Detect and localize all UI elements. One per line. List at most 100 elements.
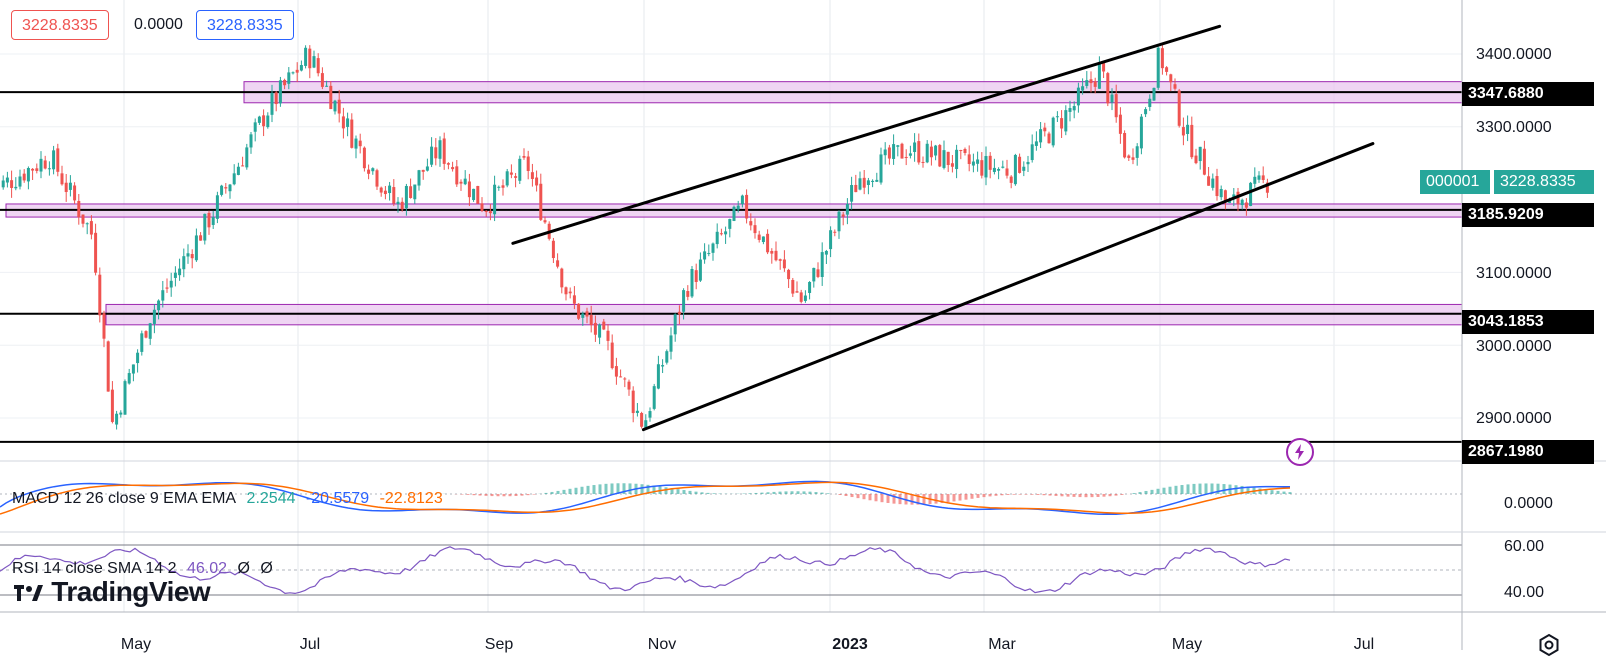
macd-histogram-bar <box>916 494 920 505</box>
candle-body <box>484 211 488 213</box>
macd-histogram-bar <box>868 494 872 501</box>
candle-body <box>1043 127 1047 132</box>
macd-histogram-bar <box>946 494 950 503</box>
macd-histogram-bar <box>958 494 962 501</box>
candle-body <box>631 390 635 414</box>
macd-histogram-bar <box>688 490 692 494</box>
time-label: May <box>1171 636 1203 653</box>
symbol-tag: 000001 <box>1420 170 1490 194</box>
macd-histogram-bar <box>1264 489 1268 494</box>
candle-body <box>295 69 299 73</box>
candle-body <box>1005 168 1009 176</box>
candle-body <box>992 167 996 172</box>
candle-body <box>778 259 782 261</box>
candle-body <box>892 144 896 159</box>
macd-signal-line <box>0 481 1291 515</box>
macd-histogram-bar <box>1282 491 1286 494</box>
macd-histogram-bar <box>514 494 518 496</box>
candle-body <box>115 413 119 425</box>
lightning-icon[interactable] <box>1286 438 1314 466</box>
candle-body <box>417 170 421 186</box>
candle-body <box>287 72 291 84</box>
candle-body <box>1060 118 1064 129</box>
candle-body <box>362 147 366 169</box>
candle-body <box>320 73 324 87</box>
macd-histogram-bar <box>1078 494 1082 498</box>
candle-body <box>808 281 812 293</box>
macd-line <box>0 480 1291 516</box>
candle-body <box>514 176 518 178</box>
rsi-line <box>0 546 1291 595</box>
candle-body <box>463 178 467 185</box>
macd-histogram-bar <box>1144 490 1148 494</box>
macd-histogram-bar <box>940 494 944 503</box>
candle-body <box>934 145 938 156</box>
price-tick: 3400.0000 <box>1476 46 1552 63</box>
macd-value-histogram: 2.2544 <box>246 490 296 507</box>
candle-body <box>761 236 765 243</box>
candle-body <box>85 223 89 225</box>
macd-histogram-bar <box>1168 486 1172 494</box>
candle-body <box>820 252 824 277</box>
candle-body <box>127 373 131 384</box>
candle-body <box>119 412 123 415</box>
candle-body <box>753 225 757 234</box>
candle-body <box>921 161 925 163</box>
macd-histogram-bar <box>1024 494 1028 495</box>
macd-histogram-bar <box>652 485 656 494</box>
candle-body <box>1148 98 1152 107</box>
gear-icon[interactable] <box>1536 632 1562 658</box>
candle-body <box>841 214 845 217</box>
candle-body <box>698 259 702 281</box>
candle-body <box>220 185 224 195</box>
macd-histogram-bar <box>466 494 470 495</box>
candle-body <box>585 311 589 317</box>
macd-histogram-bar <box>550 491 554 494</box>
macd-histogram-bar <box>574 487 578 494</box>
macd-histogram-bar <box>508 494 512 497</box>
macd-histogram-bar <box>1042 494 1046 496</box>
candle-body <box>211 216 215 225</box>
candle-body <box>341 116 345 129</box>
rsi-legend: RSI 14 close SMA 14 2 46.02 Ø Ø <box>12 560 279 578</box>
candle-body <box>488 211 492 214</box>
rsi-value-sma: Ø <box>237 560 250 577</box>
macd-histogram-bar <box>1006 494 1010 495</box>
candle-body <box>1127 155 1131 158</box>
macd-histogram-bar <box>1102 494 1106 497</box>
candle-body <box>1051 117 1055 146</box>
rsi-axis-tick: 60.00 <box>1504 538 1545 555</box>
macd-histogram-bar <box>562 489 566 494</box>
candle-body <box>845 203 849 215</box>
candle-body <box>703 251 707 260</box>
macd-pane <box>0 480 1462 516</box>
macd-histogram-bar <box>1156 488 1160 494</box>
macd-histogram-bar <box>1162 487 1166 494</box>
macd-histogram-bar <box>1072 494 1076 497</box>
macd-histogram-bar <box>1240 485 1244 494</box>
macd-histogram-bar <box>976 494 980 498</box>
price-tick: 3000.0000 <box>1476 338 1552 355</box>
candle-body <box>329 85 333 110</box>
candle-body <box>732 206 736 221</box>
candle-body <box>707 253 711 255</box>
macd-histogram-bar <box>1186 484 1190 494</box>
candle-body <box>194 235 198 261</box>
candle-body <box>493 184 497 215</box>
macd-histogram-bar <box>628 483 632 494</box>
candle-body <box>577 303 581 319</box>
candle-body <box>131 364 135 374</box>
candle-body <box>770 250 774 254</box>
candle-body <box>963 148 967 154</box>
candle-body <box>690 268 694 297</box>
time-label: Jul <box>1353 636 1375 653</box>
candle-body <box>833 231 837 233</box>
macd-histogram-bar <box>1054 494 1058 496</box>
macd-value-signal: -22.8123 <box>379 490 443 507</box>
candle-body <box>1 180 5 188</box>
candle-body <box>173 272 177 278</box>
candle-body <box>719 233 723 235</box>
macd-histogram-bar <box>988 494 992 497</box>
candle-body <box>123 381 127 415</box>
